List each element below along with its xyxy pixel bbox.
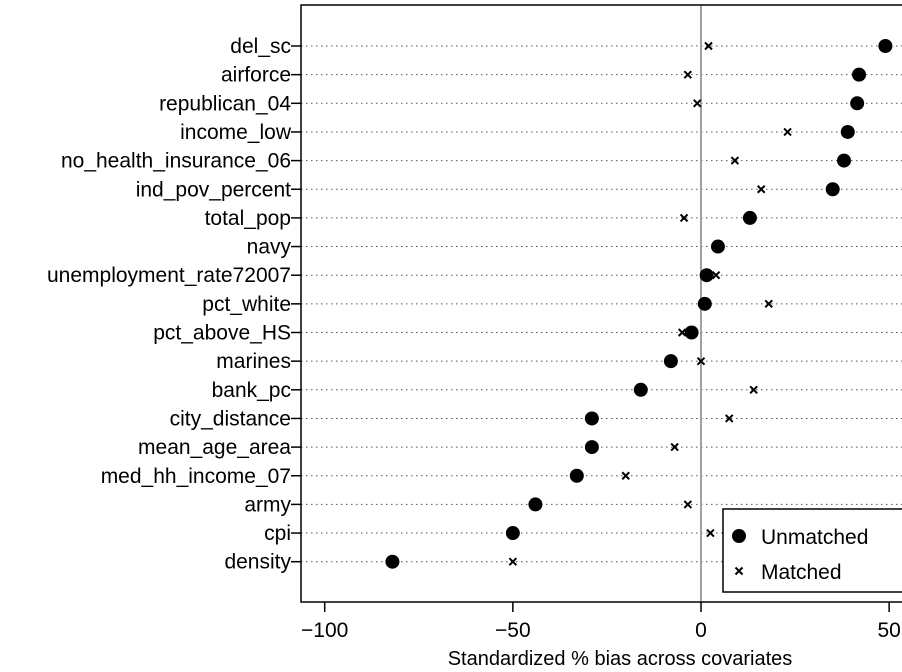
unmatched-point	[385, 554, 400, 569]
covariate-label: ind_pov_percent	[136, 178, 291, 201]
unmatched-point	[633, 382, 648, 397]
unmatched-point	[840, 124, 855, 139]
matched-point	[757, 185, 766, 194]
covariate-label: airforce	[221, 64, 291, 87]
legend: Unmatched Matched	[722, 508, 902, 593]
unmatched-point	[584, 411, 599, 426]
unmatched-point	[528, 497, 543, 512]
covariate-label: unemployment_rate72007	[47, 264, 291, 287]
covariate-label: mean_age_area	[138, 436, 291, 459]
covariate-label: navy	[247, 236, 292, 259]
unmatched-point	[697, 296, 712, 311]
unmatched-point	[505, 526, 520, 541]
unmatched-point	[663, 354, 678, 369]
matched-point	[508, 557, 518, 566]
unmatched-point	[825, 182, 840, 197]
matched-point	[693, 99, 702, 108]
matched-point	[621, 471, 630, 480]
covariate-label: city_distance	[170, 407, 291, 430]
covariate-label: bank_pc	[212, 379, 291, 402]
covariate-label: army	[244, 493, 291, 516]
covariate-label: del_sc	[230, 35, 291, 58]
unmatched-point	[569, 468, 584, 483]
x-axis-ticks: −100 −50 0 50	[301, 602, 901, 642]
matched-point	[706, 528, 715, 538]
legend-unmatched-marker	[732, 529, 746, 543]
legend-matched-label: Matched	[761, 561, 842, 584]
matched-point	[683, 500, 693, 509]
matched-point	[670, 442, 679, 452]
x-tick-label: 50	[877, 619, 900, 642]
covariate-label: marines	[216, 350, 291, 373]
matched-point	[715, 242, 725, 251]
x-tick-label: −50	[495, 619, 531, 642]
covariate-label: density	[224, 551, 291, 574]
covariate-labels: del_sc airforce republican_04 income_low no_…	[47, 35, 301, 574]
x-axis-label: Standardized % bias across covariates	[448, 648, 793, 670]
covariate-label: no_health_insurance_06	[61, 150, 291, 173]
matched-point	[749, 385, 758, 395]
covariate-label: total_pop	[205, 207, 291, 230]
covariate-label: med_hh_income_07	[101, 465, 291, 488]
legend-box	[722, 508, 902, 593]
matched-point	[704, 41, 713, 51]
matched-point	[679, 213, 689, 223]
unmatched-point	[836, 153, 851, 168]
matched-point	[677, 328, 687, 337]
unmatched-point	[699, 268, 714, 283]
covariate-label: pct_above_HS	[153, 322, 291, 345]
x-tick-label: −100	[301, 619, 348, 642]
covariate-label: republican_04	[159, 92, 291, 115]
matched-point	[764, 299, 773, 309]
unmatched-point	[710, 239, 725, 254]
covariate-label: income_low	[180, 121, 292, 144]
matched-point	[683, 70, 693, 79]
matched-point	[711, 270, 721, 280]
legend-matched-marker	[734, 566, 744, 576]
unmatched-point	[684, 325, 699, 340]
unmatched-point	[742, 210, 757, 225]
matched-point	[783, 127, 792, 137]
unmatched-point	[852, 67, 867, 82]
unmatched-point	[850, 96, 865, 111]
matched-point	[725, 414, 734, 423]
unmatched-point	[878, 39, 893, 53]
x-tick-label: 0	[695, 619, 707, 642]
covariate-label: cpi	[264, 522, 291, 545]
matched-point	[730, 156, 740, 165]
legend-unmatched-label: Unmatched	[761, 526, 868, 549]
unmatched-point	[584, 440, 599, 455]
matched-point	[696, 356, 706, 366]
data-points	[385, 39, 893, 569]
grid-lines	[301, 45, 902, 563]
covariate-label: pct_white	[202, 293, 291, 316]
